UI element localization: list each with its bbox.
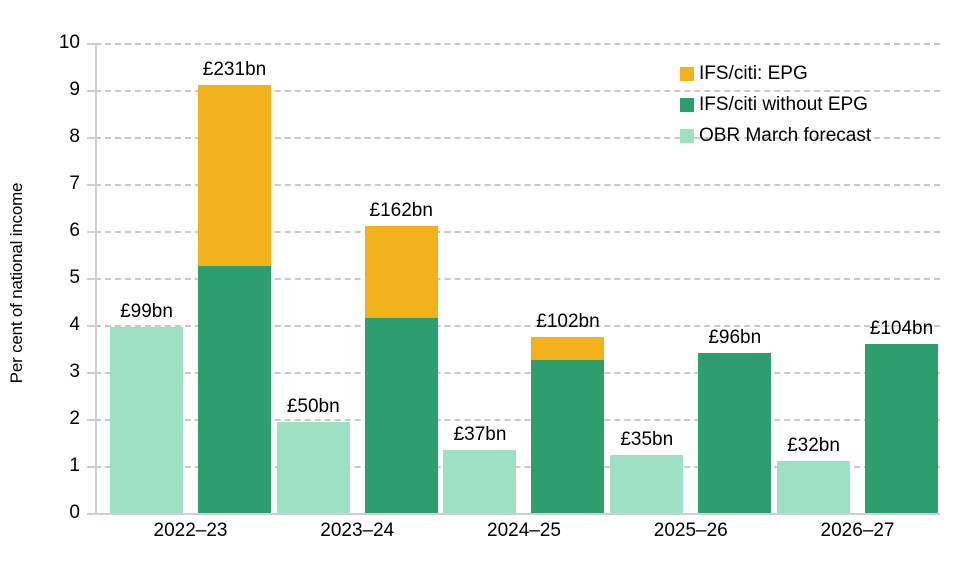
y-axis-tick-label: 1 <box>69 455 80 476</box>
bar-value-label: £50bn <box>286 396 340 418</box>
y-axis-tick-label: 2 <box>69 408 80 429</box>
bar-stack <box>864 43 938 513</box>
x-axis-tick-labels: 2022–23 2023–24 2024–25 2025–26 2026–27 <box>95 520 940 560</box>
bar-segment[interactable] <box>110 327 183 513</box>
legend-item[interactable]: OBR March forecast <box>680 120 871 151</box>
y-axis-tick-label: 9 <box>69 79 80 100</box>
bar[interactable]: £104bn <box>864 43 938 513</box>
bar[interactable]: £162bn <box>364 43 438 513</box>
bar-stack <box>610 43 684 513</box>
bar-segment[interactable] <box>864 343 938 513</box>
y-axis-tick-labels: 0 1 2 3 4 5 6 7 8 9 10 <box>25 32 80 523</box>
gridline <box>95 137 940 139</box>
gridline <box>95 278 940 280</box>
legend-label: IFS/citi without EPG <box>699 93 868 115</box>
y-axis-tick-label: 7 <box>69 173 80 194</box>
bar-segment[interactable] <box>610 455 684 513</box>
legend-item[interactable]: IFS/citi without EPG <box>680 89 871 120</box>
bar-segment[interactable] <box>364 226 438 318</box>
legend-item[interactable]: IFS/citi: EPG <box>680 58 871 89</box>
y-axis-tick-mark <box>87 372 97 374</box>
bar-stack <box>198 43 271 513</box>
bar-segment[interactable] <box>698 353 772 513</box>
bar[interactable]: £37bn <box>443 43 517 513</box>
x-axis-tick-label: 2023–24 <box>320 520 395 541</box>
bar-segment[interactable] <box>198 266 271 513</box>
chart-legend: IFS/citi: EPG IFS/citi without EPG OBR Mar… <box>680 58 871 151</box>
bar-stack <box>698 43 772 513</box>
x-axis-tick-label: 2026–27 <box>820 520 895 541</box>
legend-swatch-icon <box>680 128 694 143</box>
bar-segment[interactable] <box>776 461 850 513</box>
y-axis-tick-label: 3 <box>69 361 80 382</box>
bar-value-label: £102bn <box>536 310 600 332</box>
y-axis-tick-mark <box>87 137 97 139</box>
bar-segment[interactable] <box>531 360 605 513</box>
bar[interactable]: £102bn <box>531 43 605 513</box>
y-axis-tick-label: 0 <box>69 502 80 523</box>
x-axis-tick-label: 2024–25 <box>487 520 561 541</box>
bar-value-label: £35bn <box>620 429 674 451</box>
y-axis-tick-label: 10 <box>58 32 80 53</box>
bar-stack <box>776 43 850 513</box>
y-axis-tick-mark <box>87 466 97 468</box>
bar-segment[interactable] <box>443 449 517 513</box>
bar-segment[interactable] <box>276 422 350 513</box>
bar-segment[interactable] <box>364 317 438 513</box>
y-axis-tick-label: 5 <box>69 267 80 288</box>
bar-value-label: £32bn <box>787 435 840 457</box>
bar-value-label: £231bn <box>202 59 267 81</box>
bar-value-label: £96bn <box>708 327 762 349</box>
y-axis-tick-label: 6 <box>69 220 80 241</box>
y-axis-tick-mark <box>87 419 97 421</box>
y-axis-tick-mark <box>87 90 97 92</box>
gridline <box>95 513 940 515</box>
bar-stack <box>364 43 438 513</box>
gridline <box>95 184 940 186</box>
x-axis-tick-label: 2025–26 <box>653 520 728 541</box>
y-axis-tick-mark <box>87 325 97 327</box>
plot-area: £99bn £231bn £50bn £162bn £37bn £102bn £35bn £9… <box>95 43 940 515</box>
y-axis-tick-mark <box>87 43 97 45</box>
bar-segment[interactable] <box>198 85 271 267</box>
gridline <box>95 43 940 45</box>
bar[interactable]: £96bn <box>698 43 772 513</box>
bar[interactable]: £231bn <box>198 43 271 513</box>
gridline <box>95 419 940 421</box>
bar[interactable]: £35bn <box>610 43 684 513</box>
y-axis-tick-mark <box>87 184 97 186</box>
gridline <box>95 325 940 327</box>
gridline <box>95 372 940 374</box>
gridline <box>95 90 940 92</box>
bar-stack <box>531 43 605 513</box>
y-axis-tick-label: 8 <box>69 126 80 147</box>
legend-swatch-icon <box>680 66 694 81</box>
bar-value-label: £162bn <box>369 200 433 222</box>
bar-segment[interactable] <box>531 336 605 361</box>
bar-stack <box>110 43 183 513</box>
y-axis-tick-mark <box>87 231 97 233</box>
gridline <box>95 231 940 233</box>
y-axis-tick-mark <box>87 278 97 280</box>
legend-label: OBR March forecast <box>699 124 872 146</box>
x-axis-tick-label: 2022–23 <box>153 520 228 541</box>
legend-swatch-icon <box>680 97 694 112</box>
legend-label: IFS/citi: EPG <box>699 62 808 84</box>
y-axis-tick-mark <box>87 513 97 515</box>
bar[interactable]: £50bn <box>276 43 350 513</box>
bar-value-label: £37bn <box>453 423 507 445</box>
gridline <box>95 466 940 468</box>
bar-value-label: £99bn <box>120 301 173 323</box>
bar-value-label: £104bn <box>869 317 934 339</box>
y-axis-tick-label: 4 <box>69 314 80 335</box>
bar[interactable]: £99bn <box>110 43 183 513</box>
bar[interactable]: £32bn <box>776 43 850 513</box>
bar-stack <box>276 43 350 513</box>
bar-stack <box>443 43 517 513</box>
